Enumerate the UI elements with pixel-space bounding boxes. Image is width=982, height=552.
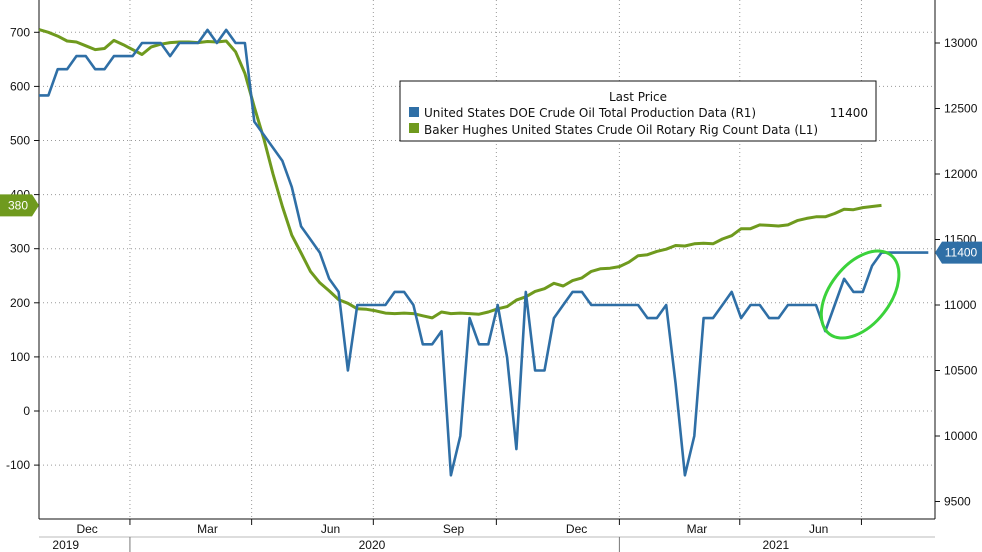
left-tick-label: 500 <box>10 134 30 148</box>
production-line <box>39 28 929 477</box>
x-month-label: Jun <box>809 522 828 536</box>
highlight-ellipse <box>819 249 901 340</box>
legend-title: Last Price <box>609 90 667 104</box>
legend-label-production: United States DOE Crude Oil Total Produc… <box>424 106 756 120</box>
x-month-label: Mar <box>197 522 218 536</box>
x-month-label: Dec <box>566 522 587 536</box>
left-tick-label: 300 <box>10 242 30 256</box>
legend: Last Price United States DOE Crude Oil T… <box>399 80 877 142</box>
left-tick-label: 0 <box>23 404 30 418</box>
x-year-label: 2019 <box>52 538 79 552</box>
left-tick-label: 700 <box>10 25 30 39</box>
series-layer <box>38 28 929 477</box>
x-month-label: Dec <box>76 522 97 536</box>
left-tick-label: 100 <box>10 350 30 364</box>
left-tick-label: 600 <box>10 79 30 93</box>
annotation-layer <box>819 249 901 340</box>
x-year-label: 2021 <box>763 538 790 552</box>
x-month-label: Mar <box>687 522 708 536</box>
right-tick-label: 12000 <box>944 167 978 181</box>
left-tick-label: -100 <box>6 458 30 472</box>
right-tick-label: 10000 <box>944 429 978 443</box>
rig-count-last-price-label: 380 <box>8 198 28 212</box>
legend-box <box>399 80 877 142</box>
legend-label-rig-count: Baker Hughes United States Crude Oil Rot… <box>424 123 818 137</box>
last-price-badges: 380 11400 <box>0 194 982 264</box>
right-tick-label: 13000 <box>944 36 978 50</box>
legend-value-production: 11400 <box>830 106 868 120</box>
right-tick-label: 12500 <box>944 102 978 116</box>
left-tick-label: 200 <box>10 296 30 310</box>
rig-count-last-price-badge <box>0 194 39 217</box>
legend-swatch-production <box>409 107 419 117</box>
x-month-label: Jun <box>321 522 340 536</box>
x-year-label: 2020 <box>359 538 386 552</box>
left-axis-ticks: -1000100200300400500600700 <box>6 25 39 472</box>
x-month-label: Sep <box>443 522 465 536</box>
x-axis-ticks: Dec Mar Jun Sep Dec Mar Jun 2019 2020 2021 <box>52 519 862 552</box>
legend-swatch-rig-count <box>409 123 419 133</box>
right-tick-label: 9500 <box>944 495 971 509</box>
right-tick-label: 10500 <box>944 364 978 378</box>
right-tick-label: 11000 <box>944 298 977 312</box>
production-last-price-badge <box>935 241 982 264</box>
production-last-price-label: 11400 <box>945 246 978 260</box>
